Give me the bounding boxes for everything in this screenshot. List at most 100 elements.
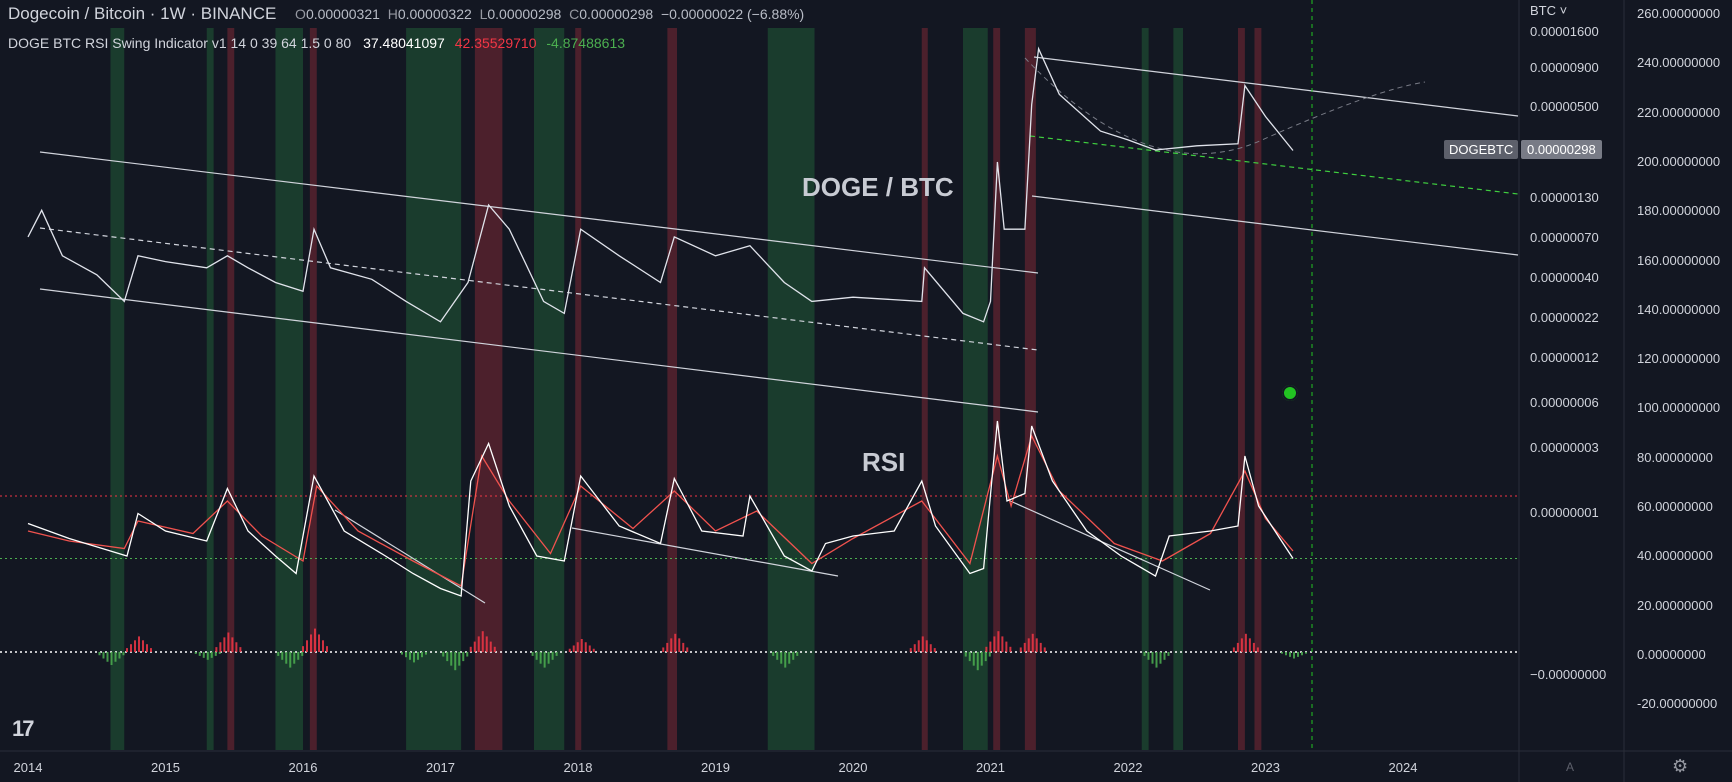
channel-bottom-line xyxy=(39,288,1039,413)
momentum-bar xyxy=(138,636,140,652)
rsi-axis-tick: 240.00000000 xyxy=(1637,55,1721,71)
momentum-bar xyxy=(202,652,205,658)
momentum-bar xyxy=(322,640,324,652)
indicator-value-ma: 42.35529710 xyxy=(454,35,537,51)
momentum-bar xyxy=(481,631,484,652)
momentum-bar xyxy=(450,652,453,666)
momentum-bar xyxy=(1281,652,1283,654)
momentum-bar xyxy=(122,652,125,656)
momentum-bar xyxy=(666,642,669,652)
price-axis-tick: 0.00000001 xyxy=(1530,505,1599,520)
momentum-bar xyxy=(1039,642,1042,652)
momentum-bar xyxy=(214,652,217,656)
red-zone xyxy=(309,28,317,750)
price-axis-tick: 0.00000003 xyxy=(1530,440,1599,455)
tradingview-logo-icon[interactable]: 17 xyxy=(12,716,35,741)
time-axis-tick: 2017 xyxy=(426,760,455,775)
momentum-bar xyxy=(102,652,105,659)
momentum-bar xyxy=(976,652,979,671)
momentum-bar xyxy=(989,641,992,652)
price-axis-tick: 0.00000500 xyxy=(1530,99,1599,114)
momentum-bar xyxy=(454,652,457,671)
momentum-bar xyxy=(326,646,328,652)
momentum-bar xyxy=(531,652,534,656)
rsi-axis-tick: 120.00000000 xyxy=(1637,351,1721,367)
green-zone xyxy=(110,28,125,750)
price-axis-tick: 0.00000012 xyxy=(1530,350,1599,365)
time-axis-tick: 2015 xyxy=(151,760,180,775)
green-zone xyxy=(1173,28,1183,750)
momentum-bar xyxy=(293,652,296,664)
momentum-bar xyxy=(314,628,316,652)
momentum-bar xyxy=(442,652,445,657)
momentum-bar xyxy=(1143,652,1146,656)
momentum-bar xyxy=(539,652,542,664)
last-price-value-badge: 0.00000298 xyxy=(1521,140,1602,159)
red-zone xyxy=(921,28,928,750)
momentum-bar xyxy=(462,652,465,662)
momentum-bar xyxy=(584,642,587,652)
momentum-bar xyxy=(985,646,988,652)
momentum-bar xyxy=(301,652,304,656)
symbol-title[interactable]: Dogecoin / Bitcoin · 1W · BINANCE xyxy=(8,4,277,23)
momentum-bar xyxy=(194,652,197,654)
momentum-bar xyxy=(218,652,221,654)
time-axis-tick: 2014 xyxy=(13,760,43,775)
price-axis-tick: 0.00000022 xyxy=(1530,310,1599,325)
red-zone xyxy=(993,28,1001,750)
time-axis-tick: 2022 xyxy=(1113,760,1143,775)
momentum-bar xyxy=(968,652,971,662)
change-value: −0.00000022 (−6.88%) xyxy=(660,6,805,22)
momentum-bar xyxy=(106,652,109,662)
momentum-bar xyxy=(1147,652,1150,660)
open-value: 0.00000321 xyxy=(305,6,380,22)
momentum-bar xyxy=(1151,652,1154,664)
momentum-bar xyxy=(210,652,213,658)
rsi-title-label: RSI xyxy=(862,447,906,477)
rsi-trend-line-1 xyxy=(334,509,486,604)
momentum-bar xyxy=(118,652,121,659)
green-zone xyxy=(1141,28,1149,750)
momentum-bar xyxy=(993,636,996,652)
momentum-bar xyxy=(231,637,234,652)
momentum-bar xyxy=(473,641,476,652)
momentum-bar xyxy=(446,652,449,662)
close-label: C xyxy=(569,6,580,22)
price-axis-tick: 0.00000900 xyxy=(1530,60,1599,75)
momentum-bar xyxy=(784,652,787,668)
momentum-bar xyxy=(1031,633,1034,652)
momentum-bar xyxy=(215,647,218,652)
chart-header: Dogecoin / Bitcoin · 1W · BINANCE O0.000… xyxy=(8,4,804,24)
rsi-axis-tick: 140.00000000 xyxy=(1637,301,1721,317)
time-axis-tick: 2016 xyxy=(288,760,318,775)
currency-menu[interactable]: BTC ˅ xyxy=(1530,3,1568,18)
indicator-legend: DOGE BTC RSI Swing Indicator v1 14 0 39 … xyxy=(8,35,625,51)
time-axis-tick: 2021 xyxy=(976,760,1005,775)
alarm-clock-icon[interactable] xyxy=(1282,385,1298,401)
momentum-bar xyxy=(239,647,242,652)
time-axis-tick: 2020 xyxy=(838,760,868,775)
indicator-name[interactable]: DOGE BTC RSI Swing Indicator v1 14 0 39 … xyxy=(8,35,352,51)
rsi-ma-line xyxy=(27,434,1294,587)
time-axis-tick: 2024 xyxy=(1388,760,1418,775)
momentum-bar xyxy=(788,652,791,664)
momentum-bar xyxy=(929,644,932,652)
momentum-bar xyxy=(1167,652,1170,656)
momentum-bar xyxy=(1001,636,1004,652)
green-zone xyxy=(206,28,214,750)
gear-icon[interactable]: ⚙ xyxy=(1672,756,1689,776)
momentum-bar xyxy=(98,652,101,656)
rsi-axis-tick: 260.00000000 xyxy=(1637,6,1721,21)
price-axis-tick: 0.00000070 xyxy=(1530,230,1599,245)
auto-scale-button[interactable]: A xyxy=(1566,760,1575,774)
momentum-bar xyxy=(988,652,991,657)
momentum-bar xyxy=(405,652,407,658)
green-zone xyxy=(534,28,565,750)
price-line xyxy=(27,46,1294,323)
momentum-bar xyxy=(1035,638,1038,652)
momentum-bar xyxy=(401,652,403,655)
momentum-bar xyxy=(1285,652,1287,656)
momentum-bar xyxy=(134,640,136,652)
